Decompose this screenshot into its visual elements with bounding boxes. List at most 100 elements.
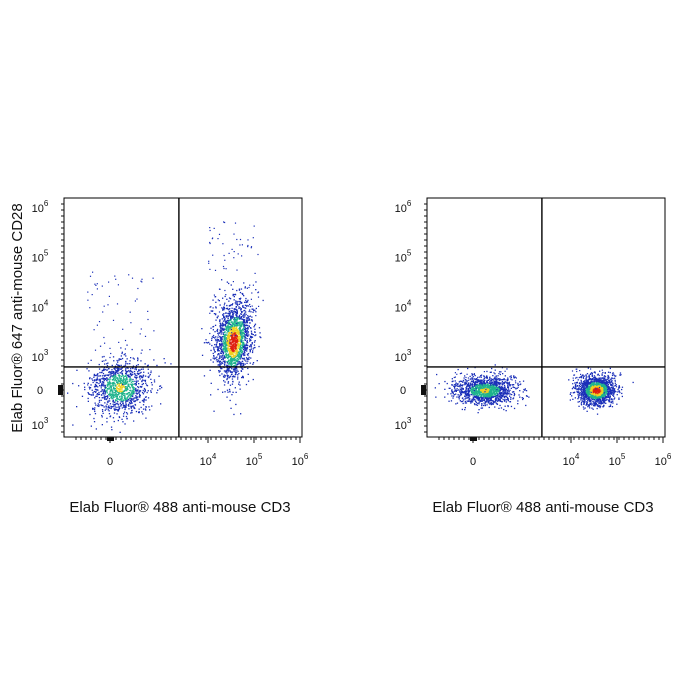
event-dot bbox=[151, 384, 153, 386]
event-dot bbox=[122, 391, 124, 393]
event-dot bbox=[244, 354, 246, 356]
event-dot bbox=[465, 395, 467, 397]
event-dot bbox=[586, 379, 589, 382]
event-dot bbox=[97, 393, 100, 396]
event-dot bbox=[497, 399, 499, 401]
event-dot bbox=[238, 303, 241, 305]
event-dot bbox=[226, 328, 228, 330]
event-dot bbox=[138, 376, 141, 378]
event-dot bbox=[106, 374, 108, 376]
event-dot bbox=[505, 395, 507, 398]
event-dot bbox=[245, 320, 248, 323]
event-dot bbox=[497, 379, 499, 381]
event-dot bbox=[468, 392, 470, 394]
event-dot bbox=[467, 400, 469, 402]
event-dot bbox=[106, 395, 109, 397]
event-dot bbox=[233, 357, 236, 359]
event-dot bbox=[95, 404, 97, 406]
event-dot bbox=[111, 395, 113, 397]
event-dot bbox=[488, 393, 490, 395]
event-dot bbox=[231, 337, 233, 339]
event-dot bbox=[494, 385, 496, 387]
event-dot bbox=[217, 346, 219, 349]
event-dot bbox=[491, 400, 493, 402]
event-dot bbox=[241, 335, 243, 337]
event-dot bbox=[106, 389, 108, 391]
event-dot bbox=[115, 373, 117, 375]
event-dot bbox=[232, 313, 234, 315]
event-dot bbox=[106, 417, 108, 419]
event-dot bbox=[130, 322, 132, 324]
event-dot bbox=[473, 390, 475, 392]
event-dot bbox=[494, 377, 496, 379]
event-dot bbox=[210, 382, 212, 384]
event-dot bbox=[234, 376, 236, 378]
event-dot bbox=[90, 384, 92, 386]
event-dot bbox=[234, 311, 237, 313]
event-dot bbox=[209, 306, 211, 308]
event-dot bbox=[510, 384, 512, 386]
event-dot bbox=[227, 369, 229, 372]
event-dot bbox=[244, 339, 246, 341]
event-dot bbox=[227, 360, 229, 363]
event-dot bbox=[242, 320, 245, 322]
event-dot bbox=[501, 384, 503, 386]
event-dot bbox=[228, 320, 230, 322]
event-dot bbox=[234, 327, 236, 329]
event-dot bbox=[243, 310, 245, 312]
event-dot bbox=[215, 340, 217, 342]
event-dot bbox=[458, 385, 460, 387]
event-dot bbox=[223, 317, 226, 319]
event-dot bbox=[250, 311, 252, 313]
event-dot bbox=[125, 390, 128, 392]
event-dot bbox=[476, 386, 478, 388]
event-dot bbox=[506, 394, 508, 396]
event-dot bbox=[490, 378, 492, 380]
event-dot bbox=[126, 358, 128, 360]
event-dot bbox=[223, 363, 226, 366]
event-dot bbox=[244, 328, 247, 330]
event-dot bbox=[479, 381, 481, 383]
event-dot bbox=[229, 349, 231, 351]
event-dot bbox=[238, 316, 240, 318]
event-dot bbox=[219, 322, 221, 324]
event-dot bbox=[150, 371, 152, 374]
event-dot bbox=[621, 392, 623, 395]
event-dot bbox=[589, 403, 591, 405]
event-dot bbox=[143, 391, 146, 393]
event-dot bbox=[247, 373, 249, 375]
event-dot bbox=[131, 384, 134, 386]
event-dot bbox=[227, 337, 229, 339]
event-dot bbox=[510, 376, 512, 378]
event-dot bbox=[222, 328, 224, 331]
event-dot bbox=[212, 307, 214, 309]
event-dot bbox=[489, 394, 492, 396]
event-dot bbox=[474, 367, 476, 369]
event-dot bbox=[170, 363, 172, 365]
event-dot bbox=[591, 398, 593, 400]
event-dot bbox=[99, 379, 101, 381]
event-dot bbox=[124, 375, 126, 377]
event-dot bbox=[120, 377, 122, 380]
event-dot bbox=[231, 358, 233, 360]
event-dot bbox=[490, 396, 492, 398]
event-dot bbox=[223, 376, 225, 378]
event-dot bbox=[494, 393, 497, 395]
event-dot bbox=[144, 388, 146, 391]
event-dot bbox=[226, 337, 229, 339]
event-dot bbox=[118, 387, 120, 390]
event-dot bbox=[476, 383, 478, 385]
event-dot bbox=[498, 388, 501, 390]
event-dot bbox=[601, 396, 603, 399]
event-dot bbox=[227, 374, 229, 377]
event-dot bbox=[118, 359, 120, 362]
event-dot bbox=[499, 384, 501, 386]
event-dot bbox=[219, 340, 221, 342]
event-dot bbox=[203, 375, 206, 377]
event-dot bbox=[111, 388, 113, 390]
event-dot bbox=[137, 386, 139, 388]
event-dot bbox=[114, 388, 116, 390]
event-dot bbox=[217, 364, 219, 366]
event-dot bbox=[220, 356, 223, 358]
event-dot bbox=[477, 379, 479, 381]
